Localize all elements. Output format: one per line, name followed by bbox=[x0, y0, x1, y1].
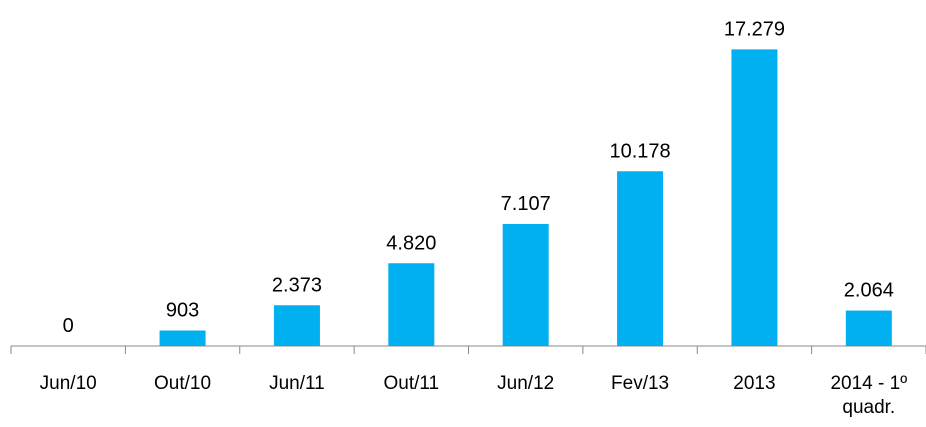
x-tick-label: 2014 - 1º quadr. bbox=[830, 373, 908, 418]
bar bbox=[273, 305, 320, 346]
x-tick-label: Out/10 bbox=[154, 373, 212, 394]
x-tick-label: 2013 bbox=[733, 373, 776, 394]
value-label: 10.178 bbox=[609, 140, 670, 162]
x-tick-label: Jun/12 bbox=[497, 373, 555, 394]
value-label: 17.279 bbox=[724, 18, 785, 40]
x-tick-label: Jun/10 bbox=[39, 373, 97, 394]
bar bbox=[502, 223, 549, 346]
bar bbox=[617, 171, 664, 346]
bar bbox=[731, 49, 778, 346]
value-label: 0 bbox=[63, 315, 74, 337]
x-tick-label: Out/11 bbox=[383, 373, 440, 394]
value-label: 7.107 bbox=[501, 193, 551, 215]
bar bbox=[159, 330, 206, 346]
x-tick-label: Jun/11 bbox=[269, 373, 325, 394]
bar bbox=[388, 263, 435, 346]
x-tick-label: Fev/13 bbox=[611, 373, 670, 394]
value-label: 903 bbox=[166, 299, 199, 321]
bar bbox=[845, 310, 892, 346]
value-label: 4.820 bbox=[386, 232, 436, 254]
value-label: 2.064 bbox=[844, 280, 894, 302]
value-label: 2.373 bbox=[272, 274, 322, 296]
